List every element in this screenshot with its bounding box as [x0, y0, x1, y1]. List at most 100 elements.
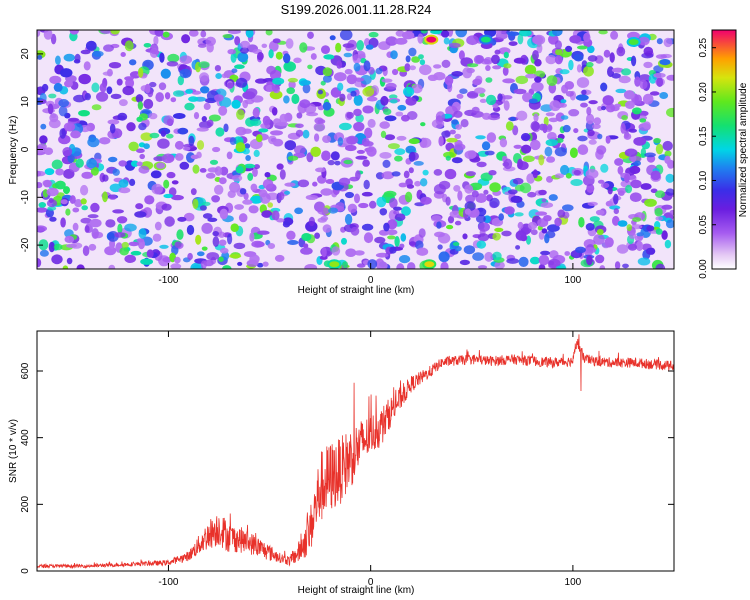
spectrogram-cell [53, 82, 63, 92]
spectrogram-cell [63, 186, 70, 195]
spectrogram-cell [346, 74, 358, 85]
spectrogram-cell [455, 124, 463, 130]
spectrogram-cell [404, 63, 411, 72]
spectrogram-cell [520, 133, 531, 142]
spectrogram-cell [271, 210, 280, 221]
spectrogram-cell [530, 229, 538, 236]
spectrogram-cell [481, 141, 491, 151]
spectrogram-cell [382, 159, 391, 168]
spectrogram-cell [522, 155, 535, 163]
spectrogram-cell [649, 91, 660, 96]
spectrogram-cell [295, 123, 304, 129]
spectrogram-cell [533, 113, 539, 122]
spectrogram-cell [521, 144, 532, 154]
spectrogram-cell [418, 54, 424, 60]
colorbar: 0.00 0.05 0.10 0.15 0.20 0.25 Normalized spec… [698, 29, 749, 279]
spectrogram-cell [394, 37, 408, 45]
spectrogram-cell [207, 217, 218, 222]
spectrogram-cell [119, 99, 128, 107]
snr-series-line [37, 334, 674, 570]
snr-plot-area [37, 331, 674, 571]
spectrogram-cell [595, 209, 605, 216]
spectrogram-cell [353, 94, 363, 106]
spectrogram-cell [355, 114, 364, 123]
spectrogram-cell [417, 33, 424, 44]
spectrogram-cell [182, 146, 191, 151]
spectrogram-cell [258, 189, 268, 198]
spectrogram-cell [576, 45, 588, 50]
spectrogram-cell [102, 191, 108, 203]
spectrogram-cell [255, 78, 267, 84]
spectrogram-cell [526, 173, 535, 184]
spectrogram-cell [91, 104, 102, 111]
spectrogram-cell [327, 159, 335, 166]
spectrogram-cell [184, 102, 195, 111]
spectrogram-cell [211, 195, 221, 203]
spectrogram-cell [634, 94, 642, 105]
spectrogram-cell [565, 45, 573, 53]
spectrogram-cell [392, 68, 399, 76]
spectrogram-cell [525, 73, 537, 79]
spectrogram-cell [536, 43, 543, 54]
spectrogram-cell [235, 126, 247, 136]
spectrogram-cell [488, 170, 497, 176]
spectrogram-cell [239, 47, 249, 54]
spectrogram-cell [235, 165, 244, 174]
spectrogram-cell [408, 47, 417, 57]
spectrogram-cell [568, 109, 580, 117]
spectrogram-cell [284, 182, 296, 187]
spectrogram-cell [239, 40, 251, 49]
spectrogram-cell [458, 50, 465, 61]
spectrogram-cell [385, 229, 398, 236]
spectrogram-cell [175, 153, 184, 161]
spectrogram-cell [287, 77, 298, 83]
spectrogram-hot-spot [626, 37, 641, 47]
spectrogram-cell [394, 236, 400, 247]
spectrogram-cell [342, 261, 349, 269]
spectrogram-cell [269, 90, 283, 100]
spectrogram-cell [63, 122, 76, 132]
spectrogram-cell [538, 189, 547, 196]
spectrogram-cell [420, 30, 428, 34]
spectrogram-cell [45, 208, 55, 218]
spectrogram-cell [205, 36, 216, 46]
spectrogram-cell [299, 99, 311, 109]
spectrogram-cell [611, 67, 624, 73]
spectrogram-cell [355, 155, 368, 160]
spectrogram-cell [653, 72, 666, 78]
spectrogram-cell [639, 118, 647, 123]
spectrogram-cell [543, 116, 549, 127]
spectrogram-cell [573, 54, 584, 62]
spectrogram-cell [616, 46, 626, 57]
spectrogram-cell [506, 258, 520, 264]
spectrogram-cell [492, 251, 502, 261]
spectrogram-cell [321, 247, 327, 258]
spectrogram-cell [218, 105, 228, 116]
spectrogram-cell [644, 198, 657, 207]
spectrogram-cell [637, 257, 651, 266]
spectrogram-cell [72, 222, 79, 231]
spectrogram-cell [557, 209, 566, 218]
spectrogram-cell [48, 118, 61, 129]
spectrogram-cell [548, 194, 558, 201]
spectrogram-cell [614, 103, 622, 108]
spectrogram-cell [448, 42, 461, 49]
spectrogram-cell [200, 30, 207, 38]
spectrogram-cell [504, 206, 515, 215]
spectrogram-cell [110, 30, 120, 35]
spectrogram-cell [642, 121, 651, 130]
spectrogram-cell [279, 169, 286, 180]
spectrogram-cell [586, 61, 594, 68]
spectrogram-cell [534, 58, 542, 67]
spectrogram-cell [74, 53, 81, 63]
spectrogram-cell [492, 232, 501, 241]
spectrogram-cell [84, 225, 90, 233]
spectrogram-cell [235, 142, 246, 153]
spectrogram-cell [384, 134, 396, 141]
spectrogram-cell [249, 232, 255, 242]
spectrogram-cell [177, 216, 187, 222]
spectrogram-cell [310, 146, 322, 157]
spectrogram-cell [356, 263, 366, 268]
spectrogram-cell [375, 252, 389, 258]
spectrogram-cell [66, 243, 77, 248]
